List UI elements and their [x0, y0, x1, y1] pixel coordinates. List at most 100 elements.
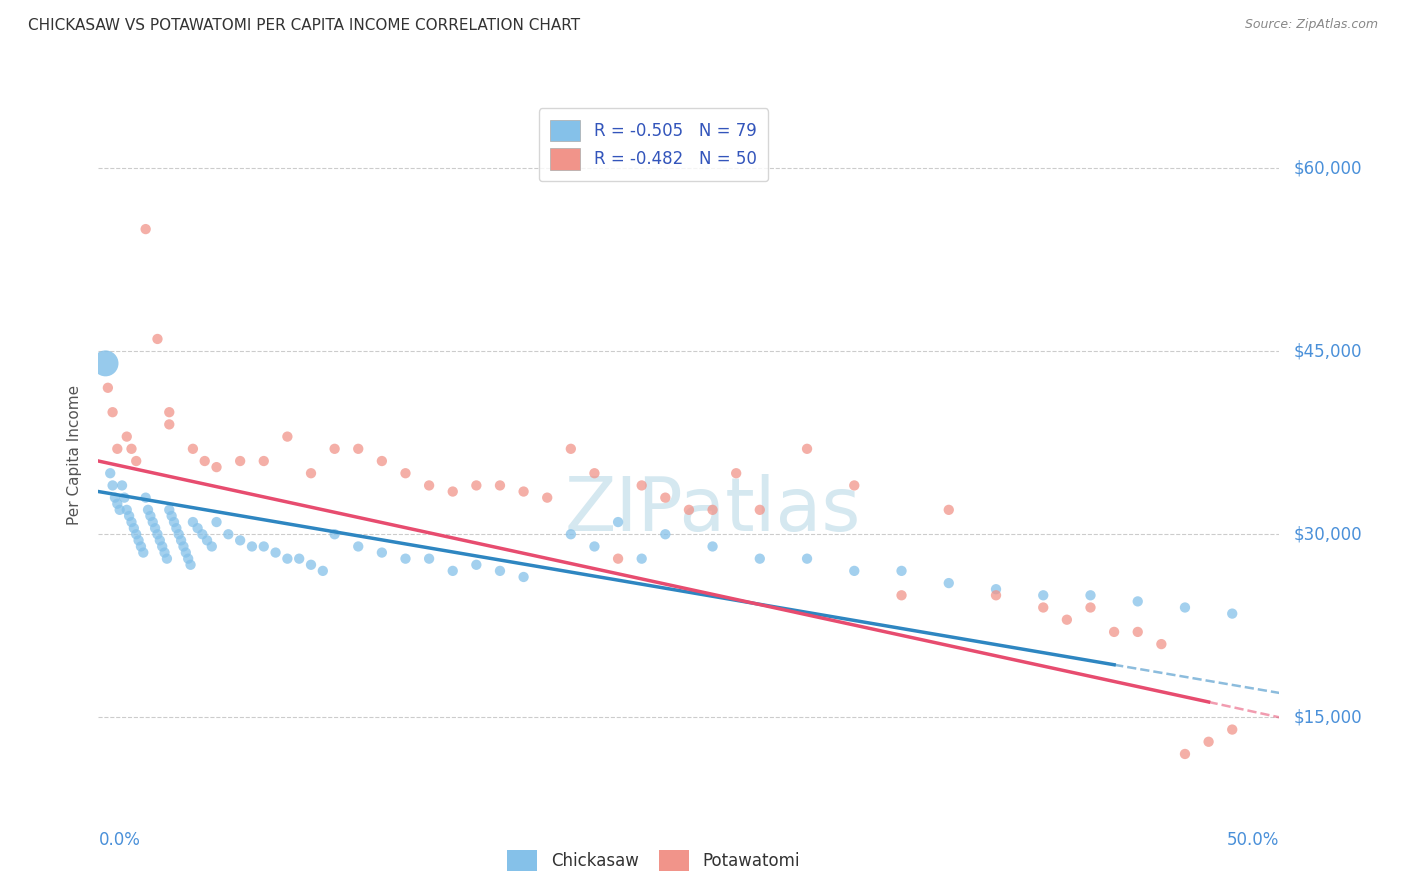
Point	[121, 442, 143, 456]
Point	[654, 491, 676, 505]
Point	[394, 551, 416, 566]
Point	[94, 356, 117, 370]
Point	[146, 527, 169, 541]
Point	[299, 467, 322, 481]
Point	[347, 442, 370, 456]
Point	[115, 503, 138, 517]
Point	[1032, 588, 1054, 602]
Point	[844, 564, 866, 578]
Point	[371, 545, 394, 559]
Point	[121, 515, 143, 529]
Text: 50.0%: 50.0%	[1227, 830, 1279, 848]
Point	[264, 545, 287, 559]
Point	[101, 478, 124, 492]
Point	[143, 521, 166, 535]
Point	[191, 527, 214, 541]
Point	[146, 332, 169, 346]
Point	[654, 527, 676, 541]
Point	[205, 460, 228, 475]
Point	[512, 570, 534, 584]
Point	[1198, 735, 1220, 749]
Point	[583, 540, 606, 554]
Text: $15,000: $15,000	[1294, 708, 1362, 726]
Point	[512, 484, 534, 499]
Point	[890, 588, 912, 602]
Point	[583, 467, 606, 481]
Point	[181, 515, 204, 529]
Point	[560, 442, 582, 456]
Point	[441, 484, 464, 499]
Point	[253, 540, 276, 554]
Point	[139, 508, 162, 523]
Point	[702, 503, 724, 517]
Y-axis label: Per Capita Income: Per Capita Income	[67, 384, 83, 525]
Point	[725, 467, 748, 481]
Point	[394, 467, 416, 481]
Point	[195, 533, 218, 548]
Point	[156, 551, 179, 566]
Point	[702, 540, 724, 554]
Point	[104, 491, 127, 505]
Point	[217, 527, 239, 541]
Point	[276, 551, 298, 566]
Point	[489, 564, 512, 578]
Point	[678, 503, 700, 517]
Point	[844, 478, 866, 492]
Point	[1174, 600, 1197, 615]
Point	[984, 582, 1007, 597]
Point	[1174, 747, 1197, 761]
Point	[1102, 624, 1125, 639]
Point	[312, 564, 335, 578]
Point	[149, 533, 172, 548]
Point	[536, 491, 558, 505]
Point	[1220, 723, 1243, 737]
Legend: Chickasaw, Potawatomi: Chickasaw, Potawatomi	[501, 843, 806, 878]
Point	[153, 545, 176, 559]
Point	[163, 515, 186, 529]
Point	[160, 508, 183, 523]
Point	[125, 454, 148, 468]
Point	[174, 545, 197, 559]
Point	[157, 417, 180, 432]
Text: $30,000: $30,000	[1294, 525, 1362, 543]
Text: ZIPatlas: ZIPatlas	[564, 474, 860, 547]
Point	[167, 527, 190, 541]
Point	[1056, 613, 1078, 627]
Point	[122, 521, 145, 535]
Point	[607, 551, 630, 566]
Point	[796, 442, 818, 456]
Point	[229, 533, 252, 548]
Point	[253, 454, 276, 468]
Point	[276, 429, 298, 443]
Point	[938, 503, 960, 517]
Point	[108, 503, 131, 517]
Point	[187, 521, 209, 535]
Point	[157, 405, 180, 419]
Point	[748, 551, 770, 566]
Point	[101, 405, 124, 419]
Point	[201, 540, 224, 554]
Point	[132, 545, 155, 559]
Point	[172, 540, 194, 554]
Point	[418, 478, 440, 492]
Point	[118, 508, 141, 523]
Point	[630, 478, 652, 492]
Point	[465, 478, 488, 492]
Point	[135, 491, 157, 505]
Point	[177, 551, 200, 566]
Point	[441, 564, 464, 578]
Point	[1080, 588, 1102, 602]
Point	[371, 454, 394, 468]
Point	[288, 551, 311, 566]
Text: $60,000: $60,000	[1294, 159, 1362, 178]
Point	[299, 558, 322, 572]
Point	[1126, 624, 1149, 639]
Point	[125, 527, 148, 541]
Point	[105, 497, 128, 511]
Point	[1220, 607, 1243, 621]
Point	[748, 503, 770, 517]
Point	[180, 558, 202, 572]
Point	[112, 491, 135, 505]
Point	[129, 540, 152, 554]
Point	[165, 521, 187, 535]
